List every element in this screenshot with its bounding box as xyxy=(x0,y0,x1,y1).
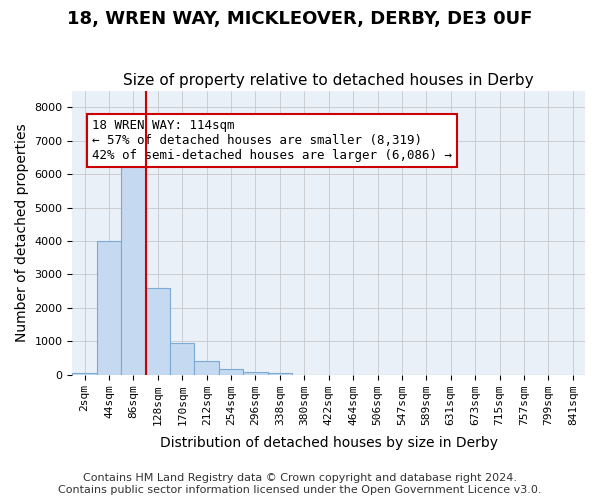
X-axis label: Distribution of detached houses by size in Derby: Distribution of detached houses by size … xyxy=(160,436,498,450)
Text: 18, WREN WAY, MICKLEOVER, DERBY, DE3 0UF: 18, WREN WAY, MICKLEOVER, DERBY, DE3 0UF xyxy=(67,10,533,28)
Y-axis label: Number of detached properties: Number of detached properties xyxy=(15,124,29,342)
Bar xyxy=(194,360,219,374)
Bar xyxy=(268,373,292,374)
Text: 18 WREN WAY: 114sqm
← 57% of detached houses are smaller (8,319)
42% of semi-det: 18 WREN WAY: 114sqm ← 57% of detached ho… xyxy=(92,119,452,162)
Bar xyxy=(219,370,243,374)
Bar xyxy=(73,373,97,374)
Title: Size of property relative to detached houses in Derby: Size of property relative to detached ho… xyxy=(124,73,534,88)
Bar xyxy=(146,288,170,374)
Bar xyxy=(170,343,194,374)
Bar xyxy=(97,241,121,374)
Bar xyxy=(121,158,146,374)
Text: Contains HM Land Registry data © Crown copyright and database right 2024.
Contai: Contains HM Land Registry data © Crown c… xyxy=(58,474,542,495)
Bar xyxy=(243,372,268,374)
